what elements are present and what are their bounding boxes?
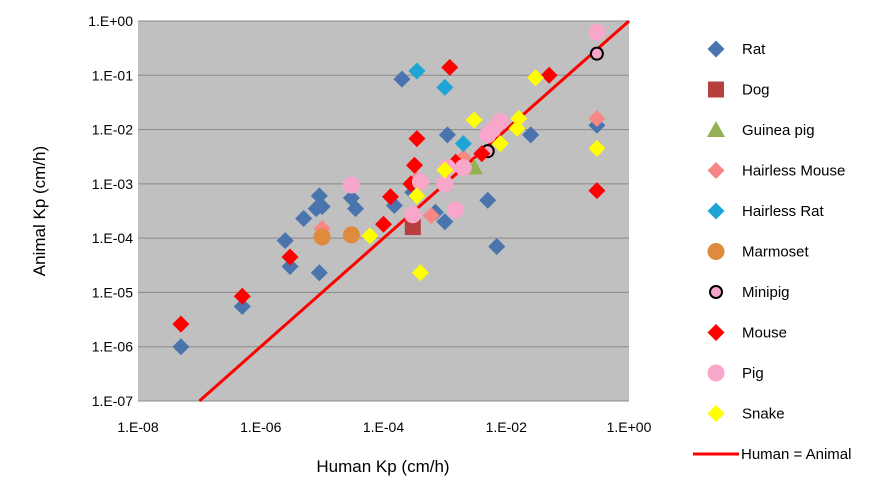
marmoset-point xyxy=(342,226,360,244)
legend-label-dog: Dog xyxy=(742,82,770,99)
legend-marker-mouse xyxy=(707,324,725,341)
x-tick-label: 1.E-06 xyxy=(240,419,281,435)
mouse-point xyxy=(233,287,251,305)
legend-label-pig: Pig xyxy=(742,365,764,382)
mouse-point xyxy=(375,215,392,233)
legend-label-minipig: Minipig xyxy=(742,284,790,301)
hairless-rat-point xyxy=(436,78,454,96)
legend-label-mouse: Mouse xyxy=(742,325,787,342)
rat-point xyxy=(436,213,454,231)
legend-marker-hairless-rat xyxy=(707,202,725,220)
mouse-point xyxy=(588,182,606,200)
x-tick-label: 1.E-02 xyxy=(486,419,527,435)
data-points xyxy=(172,23,606,356)
hairless-mouse-point xyxy=(588,109,606,127)
y-tick-label: 1.E-05 xyxy=(92,284,133,300)
y-axis-title: Animal Kp (cm/h) xyxy=(30,146,49,276)
snake-point xyxy=(510,109,528,127)
mouse-point xyxy=(441,58,459,76)
snake-point xyxy=(408,187,426,205)
rat-point xyxy=(522,126,540,144)
pig-point xyxy=(447,201,465,219)
hairless-rat-point xyxy=(454,135,472,153)
rat-point xyxy=(438,126,456,144)
legend-marker-hairless-mouse xyxy=(707,162,725,179)
legend-marker-snake xyxy=(707,405,725,422)
rat-point xyxy=(488,238,506,256)
pig-point xyxy=(404,206,422,224)
x-axis-title: Human Kp (cm/h) xyxy=(316,457,449,476)
x-axis-ticks: 1.E-08 1.E-06 1.E-04 1.E-02 1.E+00 xyxy=(117,419,651,435)
y-tick-label: 1.E-03 xyxy=(92,176,133,192)
legend-label-hairless-mouse: Hairless Mouse xyxy=(742,163,845,180)
legend-marker-rat xyxy=(707,40,725,58)
snake-point xyxy=(411,264,429,282)
pig-point xyxy=(454,159,472,177)
pig-point xyxy=(491,113,509,131)
y-tick-label: 1.E-04 xyxy=(92,230,133,246)
hairless-rat-point xyxy=(408,62,426,80)
rat-point xyxy=(479,191,497,209)
legend-label-human-equals-animal: Human = Animal xyxy=(741,446,851,463)
snake-point xyxy=(527,69,545,87)
legend-marker-pig xyxy=(707,364,725,382)
mouse-point xyxy=(172,315,190,333)
rat-point xyxy=(295,210,313,228)
pig-point xyxy=(436,175,454,193)
gridlines xyxy=(138,20,629,402)
legend-marker-guinea-pig xyxy=(707,121,725,137)
snake-point xyxy=(491,135,509,153)
rat-point xyxy=(347,200,365,218)
legend-label-marmoset: Marmoset xyxy=(742,244,810,261)
rat-point xyxy=(276,232,294,250)
x-tick-label: 1.E-04 xyxy=(363,419,404,435)
legend-label-snake: Snake xyxy=(742,406,785,423)
minipig-point xyxy=(589,46,604,61)
legend: Rat Dog Guinea pig Hairless Mouse Hairless R… xyxy=(693,40,851,463)
rat-point xyxy=(233,298,251,316)
snake-point xyxy=(508,119,526,137)
x-tick-label: 1.E-08 xyxy=(117,419,158,435)
legend-label-guinea-pig: Guinea pig xyxy=(742,122,815,139)
rat-point xyxy=(310,264,328,282)
legend-marker-marmoset xyxy=(707,243,725,260)
mouse-point xyxy=(381,188,399,206)
hairless-mouse-point xyxy=(422,207,440,225)
y-tick-label: 1.E+00 xyxy=(88,13,133,29)
plot-area xyxy=(138,21,629,401)
legend-marker-minipig xyxy=(709,285,723,299)
y-tick-label: 1.E-01 xyxy=(92,67,133,83)
snake-point xyxy=(465,111,483,129)
rat-point xyxy=(281,258,299,276)
legend-label-rat: Rat xyxy=(742,41,766,58)
snake-point xyxy=(588,139,606,157)
mouse-point xyxy=(281,248,299,266)
rat-point xyxy=(172,338,190,356)
marmoset-point xyxy=(313,228,331,246)
pig-point xyxy=(411,173,429,191)
legend-label-hairless-rat: Hairless Rat xyxy=(742,203,825,220)
mouse-point xyxy=(406,156,424,174)
y-tick-label: 1.E-02 xyxy=(92,122,133,138)
rat-point xyxy=(393,70,411,88)
mouse-point xyxy=(408,130,426,148)
legend-marker-dog xyxy=(708,81,724,98)
rat-point xyxy=(313,198,331,216)
y-axis-ticks: 1.E+00 1.E-01 1.E-02 1.E-03 1.E-04 1.E-05 1.E-… xyxy=(88,13,133,409)
dog-point xyxy=(404,219,421,236)
snake-point xyxy=(436,161,454,179)
snake-point xyxy=(361,227,379,245)
y-tick-label: 1.E-07 xyxy=(92,393,133,409)
mouse-point xyxy=(540,66,558,84)
x-tick-label: 1.E+00 xyxy=(607,419,652,435)
pig-point xyxy=(342,176,360,194)
pig-point xyxy=(588,23,606,41)
mouse-point xyxy=(473,145,491,163)
y-tick-label: 1.E-06 xyxy=(92,339,133,355)
